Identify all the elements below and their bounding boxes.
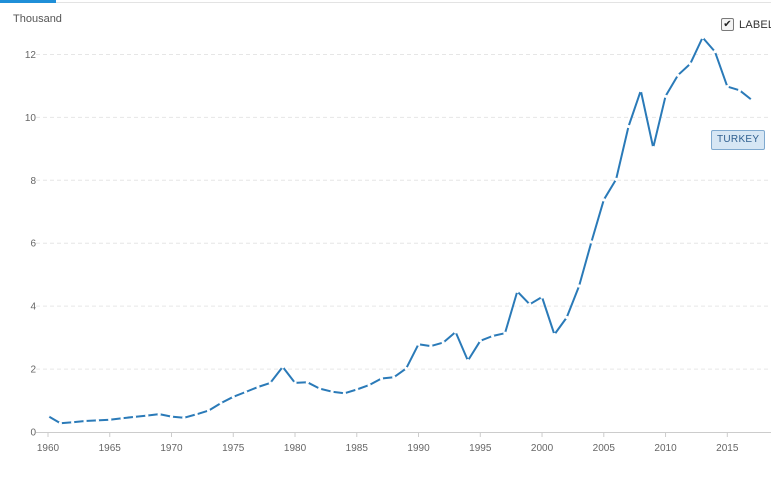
x-tick-label: 1990 <box>407 443 430 454</box>
data-point[interactable] <box>577 284 581 288</box>
data-point[interactable] <box>700 35 705 40</box>
data-point[interactable] <box>231 395 235 399</box>
data-point[interactable] <box>404 366 408 371</box>
y-tick-label: 4 <box>30 302 36 313</box>
series-line <box>47 36 753 425</box>
x-tick-label: 1975 <box>222 443 245 454</box>
data-point[interactable] <box>132 415 137 419</box>
data-point[interactable] <box>602 198 606 202</box>
data-point[interactable] <box>738 88 742 92</box>
x-tick-label: 2000 <box>531 443 554 454</box>
data-point[interactable] <box>614 177 618 181</box>
data-point[interactable] <box>491 334 495 338</box>
data-point[interactable] <box>169 414 174 419</box>
y-tick-label: 10 <box>25 113 37 124</box>
x-tick-label: 2005 <box>593 443 616 454</box>
data-point[interactable] <box>626 124 631 129</box>
data-point[interactable] <box>83 419 87 423</box>
data-point[interactable] <box>256 385 260 389</box>
x-tick-label: 1985 <box>346 443 369 454</box>
data-point[interactable] <box>330 390 334 394</box>
data-point[interactable] <box>663 94 668 98</box>
data-point[interactable] <box>503 331 507 335</box>
data-point[interactable] <box>145 414 149 418</box>
data-point[interactable] <box>639 89 643 93</box>
data-point[interactable] <box>540 295 544 299</box>
data-point[interactable] <box>318 386 322 391</box>
y-axis-unit-label: Thousand <box>13 13 62 25</box>
data-point[interactable] <box>268 381 272 385</box>
data-point[interactable] <box>688 62 692 66</box>
x-tick-label: 1995 <box>469 443 492 454</box>
data-point[interactable] <box>120 416 124 420</box>
data-point[interactable] <box>416 342 421 346</box>
y-tick-label: 12 <box>25 50 37 61</box>
data-point[interactable] <box>46 414 50 418</box>
checkmark-icon: ✔ <box>723 19 732 30</box>
data-point[interactable] <box>528 302 532 306</box>
data-point[interactable] <box>194 412 198 416</box>
data-point[interactable] <box>713 50 717 54</box>
gridlines <box>36 53 771 370</box>
axes: 0 2 4 6 8 10 12 1960 1965 1970 1975 1980 1985 1990 199… <box>25 50 771 454</box>
data-point[interactable] <box>219 401 223 405</box>
header-divider <box>56 2 771 3</box>
y-tick-label: 2 <box>30 365 36 376</box>
data-point[interactable] <box>565 315 569 320</box>
series-label-tag: TURKEY <box>711 130 766 150</box>
data-point[interactable] <box>95 418 100 422</box>
x-tick-label: 1965 <box>99 443 122 454</box>
data-point[interactable] <box>552 332 556 337</box>
label-toggle[interactable]: ✔ LABEL <box>721 18 771 31</box>
y-tick-label: 6 <box>30 239 36 250</box>
y-tick-label: 0 <box>30 428 36 439</box>
data-point[interactable] <box>676 73 680 77</box>
data-point[interactable] <box>429 344 433 348</box>
data-point[interactable] <box>367 383 371 387</box>
label-toggle-text: LABEL <box>739 18 771 31</box>
data-point[interactable] <box>108 418 112 422</box>
data-point[interactable] <box>725 84 729 89</box>
x-tick-label: 1980 <box>284 443 307 454</box>
data-point[interactable] <box>453 330 458 334</box>
data-point[interactable] <box>651 145 655 150</box>
data-point[interactable] <box>342 391 347 395</box>
data-point[interactable] <box>305 380 309 384</box>
data-point[interactable] <box>182 416 186 420</box>
data-point[interactable] <box>58 421 62 425</box>
x-tick-label: 2015 <box>716 443 739 454</box>
data-point[interactable] <box>379 376 384 381</box>
data-point[interactable] <box>392 375 396 379</box>
data-point[interactable] <box>589 240 594 244</box>
x-tick-label: 2010 <box>654 443 677 454</box>
x-tick-label: 1970 <box>160 443 183 454</box>
data-point[interactable] <box>478 339 482 343</box>
data-point[interactable] <box>293 381 297 385</box>
y-tick-label: 8 <box>30 176 36 187</box>
data-point[interactable] <box>244 390 248 394</box>
data-point[interactable] <box>466 358 470 363</box>
data-point[interactable] <box>157 412 161 416</box>
data-point[interactable] <box>515 289 519 293</box>
data-point[interactable] <box>355 387 359 392</box>
series-turkey <box>46 35 754 425</box>
data-point[interactable] <box>281 365 285 369</box>
data-point[interactable] <box>71 420 75 424</box>
data-point[interactable] <box>206 409 211 413</box>
label-checkbox[interactable]: ✔ <box>721 18 734 31</box>
data-point[interactable] <box>750 98 754 102</box>
active-tab-indicator <box>0 0 56 3</box>
data-point[interactable] <box>441 341 445 345</box>
x-tick-label: 1960 <box>37 443 60 454</box>
